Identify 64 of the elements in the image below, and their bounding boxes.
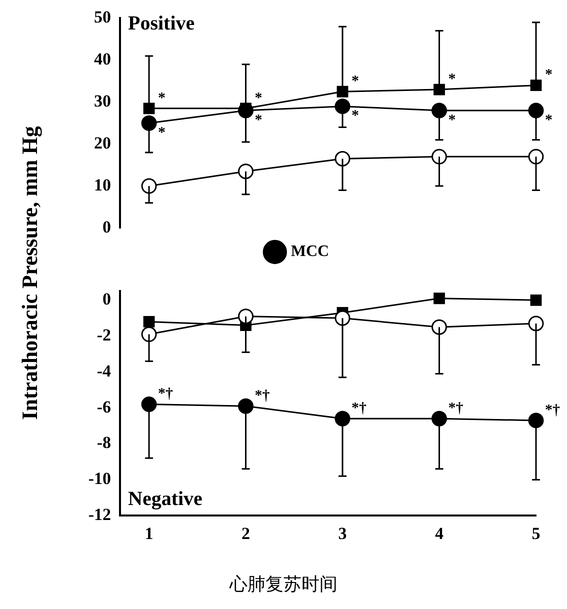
point bbox=[238, 308, 254, 324]
y-tick-label: 0 bbox=[102, 217, 111, 236]
point bbox=[334, 410, 350, 426]
annotation: * bbox=[158, 124, 166, 141]
point bbox=[143, 102, 155, 114]
annotation: Negative bbox=[128, 488, 203, 510]
x-tick-label: 3 bbox=[338, 524, 347, 544]
point bbox=[432, 102, 448, 118]
y-tick-label: -6 bbox=[96, 397, 111, 416]
point bbox=[434, 84, 445, 96]
y-tick-label: -4 bbox=[96, 361, 112, 380]
annotation: * bbox=[158, 90, 166, 106]
point bbox=[141, 115, 157, 131]
point bbox=[334, 151, 350, 167]
y-tick-label: -2 bbox=[96, 325, 111, 344]
point bbox=[528, 148, 544, 164]
annotation: * bbox=[545, 67, 552, 84]
x-tick-label: 2 bbox=[242, 524, 250, 544]
point bbox=[530, 80, 542, 92]
y-tick-label: 50 bbox=[94, 8, 111, 27]
y-tick-label: 10 bbox=[94, 175, 111, 194]
point bbox=[334, 310, 350, 326]
annotation: *† bbox=[254, 388, 270, 404]
annotation: * bbox=[448, 112, 456, 128]
point bbox=[141, 178, 157, 194]
annotation: *† bbox=[352, 400, 368, 417]
y-axis-title: Intrathoracic Pressure, mm Hg bbox=[17, 125, 43, 422]
annotation: * bbox=[254, 90, 262, 106]
point bbox=[530, 294, 542, 306]
x-tick-label: 5 bbox=[532, 524, 540, 544]
y-tick-label: 30 bbox=[94, 92, 111, 111]
annotation: * bbox=[545, 112, 552, 128]
y-tick-label: 20 bbox=[94, 133, 111, 152]
annotation: * bbox=[254, 112, 262, 128]
x-axis-title: 心肺复苏时间 bbox=[228, 573, 338, 596]
x-tick-label: 1 bbox=[144, 524, 154, 544]
y-tick-label: -12 bbox=[88, 504, 111, 524]
point bbox=[432, 148, 448, 164]
y-tick-label: -8 bbox=[96, 433, 111, 452]
y-tick-label: 0 bbox=[102, 290, 111, 309]
annotation: *† bbox=[448, 400, 464, 417]
point bbox=[336, 86, 348, 98]
point bbox=[432, 410, 448, 426]
annotation: * bbox=[448, 71, 456, 88]
point bbox=[528, 412, 544, 428]
x-tick-label: 4 bbox=[435, 524, 444, 544]
point bbox=[141, 326, 157, 342]
point bbox=[141, 396, 157, 412]
annotation: *† bbox=[158, 386, 174, 402]
point bbox=[434, 292, 445, 304]
point bbox=[238, 164, 254, 180]
point bbox=[528, 102, 544, 118]
annotation: Positive bbox=[128, 12, 195, 34]
y-tick-label: -10 bbox=[88, 469, 111, 488]
annotation: *† bbox=[545, 402, 560, 418]
point bbox=[432, 319, 448, 335]
y-tick-label: 40 bbox=[94, 50, 111, 69]
legend-label: MCC bbox=[290, 243, 330, 260]
point bbox=[528, 316, 544, 332]
point bbox=[334, 98, 350, 114]
annotation: * bbox=[352, 108, 360, 124]
annotation: * bbox=[352, 74, 360, 90]
point bbox=[238, 398, 254, 414]
point bbox=[143, 316, 155, 328]
